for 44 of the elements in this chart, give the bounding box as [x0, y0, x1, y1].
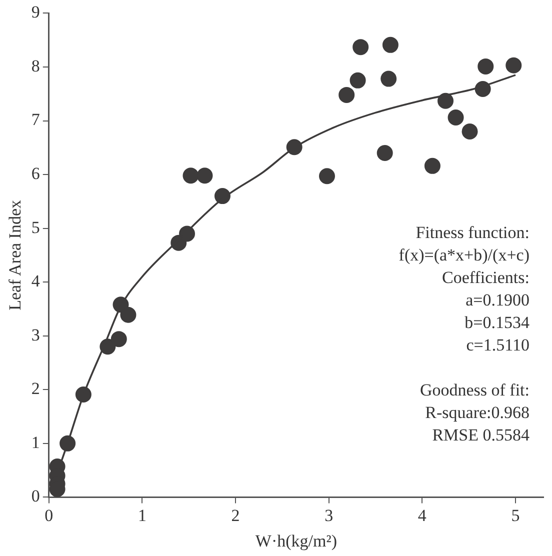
x-tick-label: 2 [231, 506, 240, 525]
x-axis-title: W·h(kg/m²) [255, 531, 337, 550]
x-tick-label: 4 [418, 506, 427, 525]
y-tick-label: 1 [31, 432, 40, 452]
annotation: f(x)=(a*x+b)/(x+c) [398, 246, 530, 265]
annotation: c=1.5110 [466, 336, 530, 355]
x-tick-label: 5 [511, 506, 520, 525]
annotation: RMSE 0.5584 [432, 426, 530, 445]
y-tick-label: 0 [31, 486, 40, 506]
x-tick-label: 0 [44, 506, 54, 525]
point [352, 39, 369, 56]
y-axis-title: Leaf Area Index [6, 199, 25, 310]
point [448, 110, 464, 126]
y-tick-label: 3 [31, 325, 40, 344]
y-tick-label: 7 [31, 110, 40, 130]
y-tick-label: 5 [31, 218, 40, 237]
point [382, 36, 398, 53]
point [182, 168, 199, 184]
annotation: R-square:0.968 [425, 403, 530, 422]
point [196, 168, 213, 184]
point [120, 306, 136, 323]
point [462, 124, 478, 140]
point [376, 145, 393, 162]
point [438, 92, 454, 109]
point [338, 86, 355, 103]
annotation: b=0.1534 [464, 313, 530, 332]
point [110, 331, 127, 348]
y-tick-label: 4 [31, 272, 40, 291]
point [506, 57, 522, 74]
y-tick-label: 8 [31, 56, 40, 76]
annotation: a=0.1900 [466, 290, 530, 310]
point [350, 72, 366, 88]
x-tick-label: 3 [324, 506, 334, 525]
point [478, 58, 494, 74]
x-tick-label: 1 [138, 506, 146, 525]
y-tick-label: 6 [31, 164, 40, 183]
annotation: Goodness of fit: [420, 380, 530, 400]
point [380, 70, 397, 87]
annotation: Fitness function: [416, 223, 530, 242]
y-tick-label: 9 [31, 2, 40, 22]
point [424, 158, 440, 174]
point [318, 168, 335, 184]
annotation: Coefficients: [442, 268, 530, 288]
y-tick-label: 2 [31, 379, 40, 398]
